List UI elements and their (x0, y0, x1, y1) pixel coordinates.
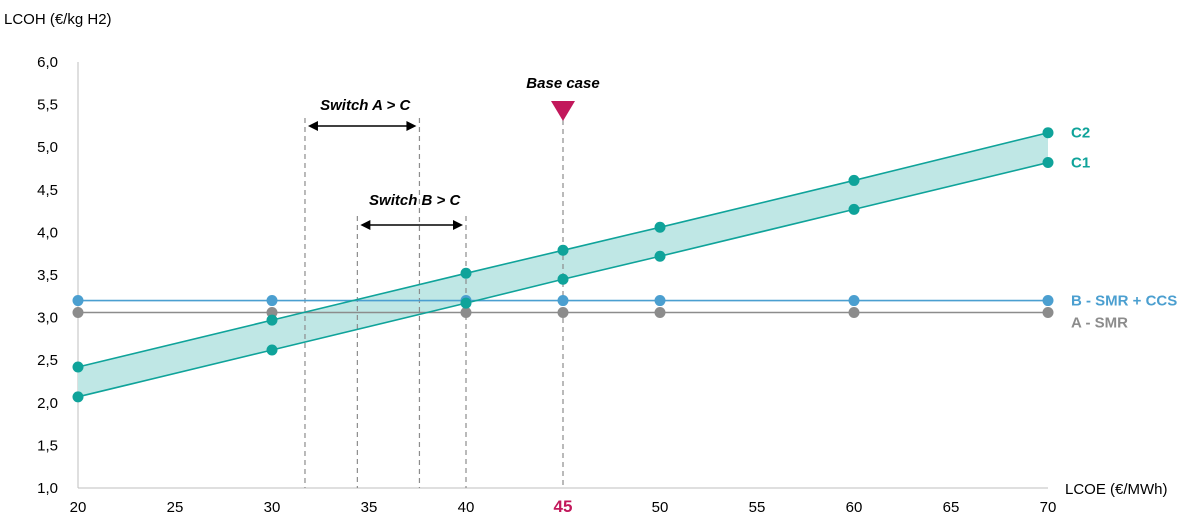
series-label-0: C2 (1071, 125, 1090, 142)
series-points (72, 127, 1054, 403)
y-tick-label: 1,0 (37, 480, 58, 497)
x-tick-label: 50 (652, 499, 669, 516)
y-tick-label: 3,5 (37, 267, 58, 284)
y-tick-label: 4,5 (37, 182, 58, 199)
series-point-0-6 (1042, 127, 1054, 139)
series-label-2: B - SMR + CCS (1071, 293, 1177, 310)
series-point-1-2 (460, 297, 472, 309)
series-point-0-1 (266, 314, 278, 326)
series-point-1-6 (1042, 157, 1054, 169)
series-point-2-1 (266, 295, 278, 307)
series-point-3-2 (460, 306, 472, 318)
switch-a-c-label: Switch A > C (320, 97, 411, 114)
x-tick-label: 40 (458, 499, 475, 516)
x-tick-label: 30 (264, 499, 281, 516)
series-point-3-0 (72, 306, 84, 318)
x-tick-label: 70 (1040, 499, 1057, 516)
y-tick-label: 2,0 (37, 395, 58, 412)
y-axis-title: LCOH (€/kg H2) (4, 11, 112, 28)
series-point-3-5 (848, 306, 860, 318)
x-tick-label-base-case: 45 (554, 497, 573, 516)
y-tick-label: 5,5 (37, 97, 58, 114)
x-tick-labels: 20 25 30 35 40 45 50 55 60 65 70 (70, 497, 1057, 516)
series-point-1-5 (848, 203, 860, 215)
x-tick-label: 25 (167, 499, 184, 516)
y-tick-label: 1,5 (37, 437, 58, 454)
switch-b-c-label: Switch B > C (369, 192, 461, 209)
series-point-2-6 (1042, 295, 1054, 307)
series-point-2-5 (848, 295, 860, 307)
series-labels: C2 C1 B - SMR + CCS A - SMR (1071, 125, 1177, 332)
series-point-0-4 (654, 221, 666, 233)
annotation-layer (304, 101, 575, 488)
series-point-0-0 (72, 361, 84, 373)
series-point-0-3 (557, 244, 569, 256)
y-tick-label: 2,5 (37, 352, 58, 369)
series-point-1-1 (266, 344, 278, 356)
switch-a-c-arrow-left-head (307, 121, 318, 131)
base-case-marker (551, 101, 575, 121)
base-case-label: Base case (526, 75, 599, 92)
series-point-3-6 (1042, 306, 1054, 318)
y-tick-label: 6,0 (37, 54, 58, 71)
series-label-1: C1 (1071, 155, 1090, 172)
series-point-2-3 (557, 295, 569, 307)
x-tick-label: 35 (361, 499, 378, 516)
x-tick-label: 60 (846, 499, 863, 516)
series-label-3: A - SMR (1071, 314, 1128, 331)
series-point-0-5 (848, 174, 860, 186)
y-tick-label: 3,0 (37, 310, 58, 327)
x-tick-label: 55 (749, 499, 766, 516)
y-tick-label: 5,0 (37, 139, 58, 156)
series-point-3-4 (654, 306, 666, 318)
series-point-0-2 (460, 267, 472, 279)
x-tick-label: 65 (943, 499, 960, 516)
y-tick-labels: 1,0 1,5 2,0 2,5 3,0 3,5 4,0 4,5 5,0 5,5 6,0 (37, 54, 58, 497)
series-point-3-3 (557, 306, 569, 318)
series-point-2-0 (72, 295, 84, 307)
switch-a-c-arrow-right-head (406, 121, 417, 131)
y-tick-label: 4,0 (37, 224, 58, 241)
series-point-3-1 (266, 306, 278, 318)
switch-b-c-arrow-left-head (360, 220, 371, 230)
series-point-1-3 (557, 273, 569, 285)
x-axis-title: LCOE (€/MWh) (1065, 481, 1168, 498)
series-point-2-4 (654, 295, 666, 307)
series-point-1-0 (72, 391, 84, 403)
series-point-1-4 (654, 250, 666, 262)
x-tick-label: 20 (70, 499, 87, 516)
switch-b-c-arrow-right-head (453, 220, 463, 230)
